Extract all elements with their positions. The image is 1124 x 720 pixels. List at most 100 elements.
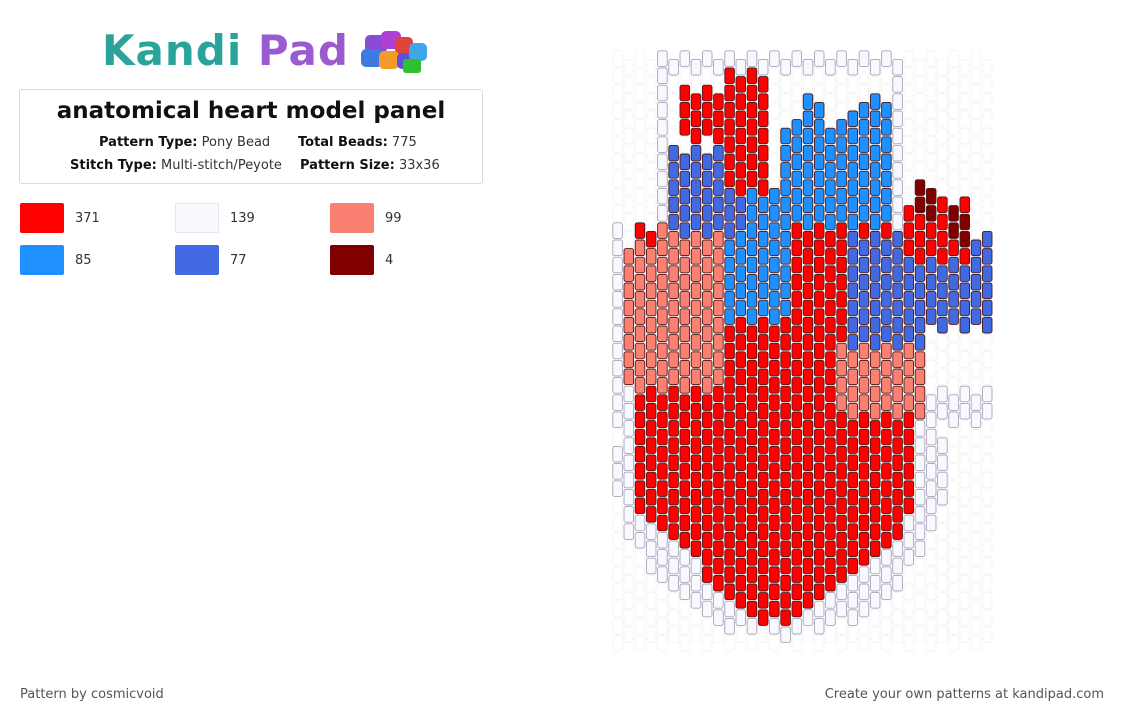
bead (802, 523, 814, 540)
bead (791, 480, 803, 497)
bead (769, 170, 780, 188)
bead (948, 411, 959, 429)
bead (847, 385, 859, 403)
bead (948, 428, 959, 446)
bead (959, 179, 970, 196)
bead (612, 67, 623, 84)
bead (892, 471, 903, 489)
bead (701, 497, 713, 515)
bead (813, 514, 825, 532)
kandipad-link[interactable]: Create your own patterns at kandipad.com (824, 687, 1104, 702)
bead (881, 394, 892, 411)
bead (679, 50, 691, 67)
bead (926, 360, 937, 377)
bead (757, 76, 769, 93)
bead (657, 514, 668, 532)
bead (802, 368, 814, 386)
bead (925, 480, 937, 497)
bead (836, 119, 847, 136)
bead (791, 222, 803, 239)
bead (970, 411, 982, 429)
bead (612, 600, 623, 618)
bead (959, 454, 970, 471)
bead (634, 377, 646, 394)
bead (802, 196, 814, 214)
bead (690, 230, 702, 248)
bead (892, 402, 903, 420)
bead (937, 385, 948, 403)
bead (713, 471, 724, 489)
bead (914, 575, 926, 592)
bead (757, 574, 769, 592)
bead (623, 540, 634, 557)
bead (690, 127, 702, 145)
bead (612, 84, 623, 102)
bead (701, 256, 713, 274)
bead (959, 523, 970, 540)
bead (847, 506, 859, 523)
bead (769, 428, 780, 446)
bead (791, 291, 803, 308)
bead (657, 463, 668, 480)
bead (892, 506, 903, 523)
bead (612, 342, 623, 360)
bead (836, 497, 847, 515)
bead (881, 101, 892, 119)
bead (914, 523, 926, 540)
bead (612, 222, 623, 239)
bead (802, 609, 814, 626)
bead (679, 445, 691, 463)
bead (645, 230, 657, 248)
bead (668, 574, 679, 592)
bead (881, 635, 892, 652)
bead (612, 102, 623, 119)
bead (825, 592, 836, 609)
bead (858, 618, 870, 635)
bead (981, 265, 993, 282)
bead (914, 420, 926, 437)
bead (937, 471, 948, 489)
bead (769, 187, 780, 205)
bead (757, 385, 769, 403)
bead (825, 334, 836, 351)
bead (836, 531, 847, 549)
bead (701, 153, 713, 171)
bead (679, 497, 691, 515)
bead (903, 463, 915, 480)
bead (869, 179, 881, 196)
bead (713, 385, 724, 403)
bead (892, 334, 903, 351)
bead (645, 334, 657, 351)
bead (881, 84, 892, 102)
bead (690, 144, 702, 162)
bead (657, 187, 668, 205)
bead (959, 609, 970, 626)
bead (612, 480, 623, 497)
bead (679, 359, 691, 377)
bead (914, 385, 926, 403)
bead (679, 67, 690, 84)
bead (970, 463, 982, 480)
bead (959, 127, 970, 145)
logo-word-kandi: Kandi (102, 26, 243, 75)
bead (959, 368, 970, 385)
bead (724, 411, 735, 429)
bead (780, 299, 791, 317)
bead (825, 454, 836, 472)
bead (847, 110, 859, 128)
bead (769, 549, 780, 566)
bead (612, 549, 623, 566)
bead (802, 506, 814, 523)
bead (757, 454, 769, 472)
bead (814, 635, 825, 652)
bead (690, 574, 702, 592)
bead (802, 334, 814, 351)
bead (612, 428, 623, 446)
bead (858, 325, 870, 343)
bead (724, 136, 735, 153)
bead (780, 574, 791, 592)
bead (914, 213, 926, 231)
bead (836, 308, 847, 325)
bead (679, 531, 691, 549)
bead (836, 394, 847, 411)
